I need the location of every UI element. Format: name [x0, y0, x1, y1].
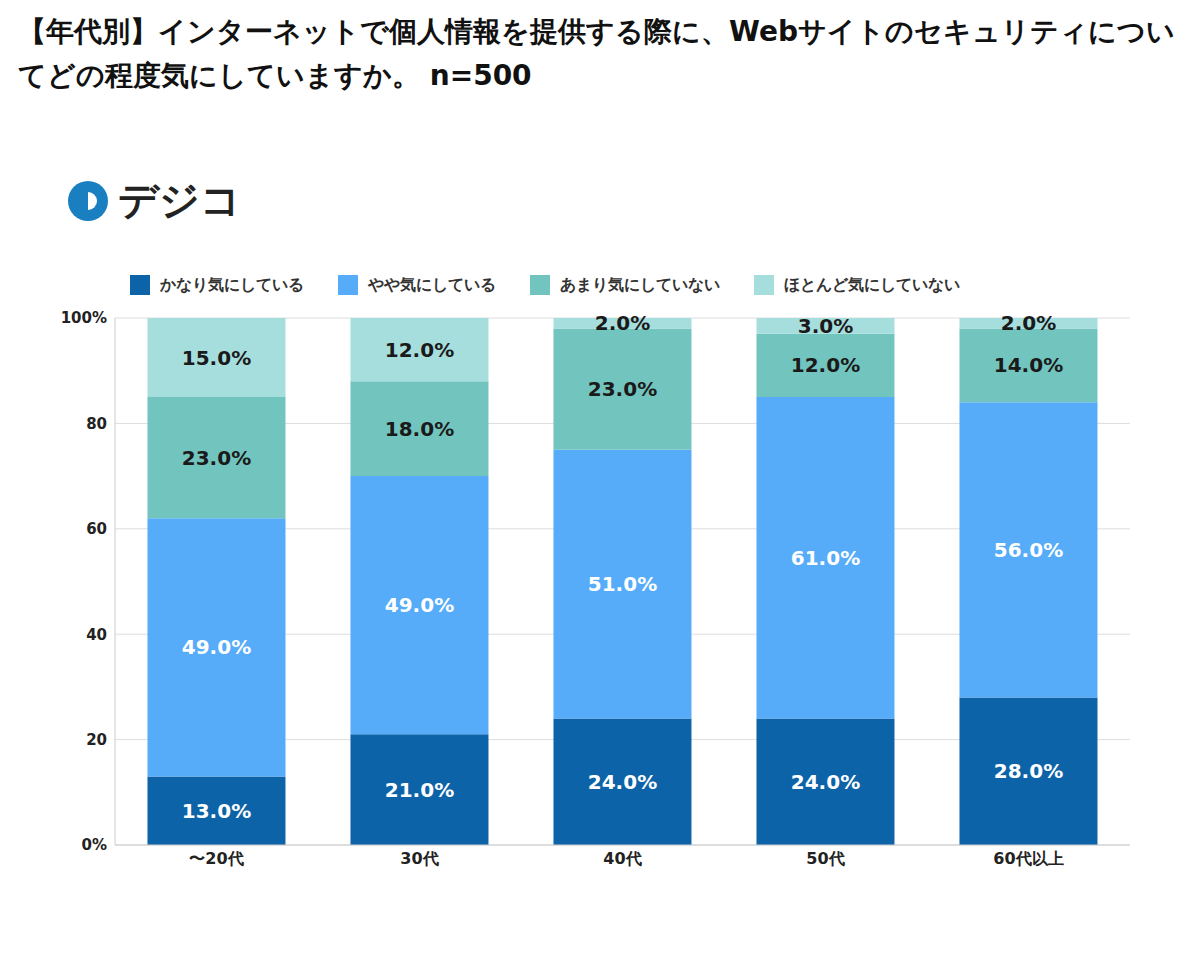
svg-text:〜20代: 〜20代: [189, 849, 243, 868]
html-text:あまり気にしていない: あまり気にしていない: [560, 274, 720, 294]
svg-text:49.0%: 49.0%: [385, 593, 454, 617]
svg-text:21.0%: 21.0%: [385, 778, 454, 802]
svg-text:15.0%: 15.0%: [182, 346, 251, 370]
svg-text:51.0%: 51.0%: [588, 572, 657, 596]
svg-text:40代: 40代: [603, 849, 641, 868]
html-text:デジコ: デジコ: [118, 177, 241, 223]
svg-text:24.0%: 24.0%: [791, 770, 860, 794]
svg-text:23.0%: 23.0%: [588, 377, 657, 401]
svg-text:56.0%: 56.0%: [994, 538, 1063, 562]
svg-text:49.0%: 49.0%: [182, 635, 251, 659]
svg-text:60: 60: [86, 520, 107, 538]
svg-text:23.0%: 23.0%: [182, 446, 251, 470]
html-text:ほとんど気にしていない: ほとんど気にしていない: [784, 274, 960, 294]
svg-text:13.0%: 13.0%: [182, 799, 251, 823]
html-text:【年代別】インターネットで個人情報を提供する際に、Webサイ: 【年代別】インターネットで個人情報を提供する際に、Webサイトのセキュリティにつ…: [18, 15, 1175, 92]
svg-text:0%: 0%: [82, 836, 107, 854]
svg-text:2.0%: 2.0%: [595, 311, 650, 335]
svg-text:80: 80: [86, 415, 107, 433]
svg-text:28.0%: 28.0%: [994, 759, 1063, 783]
svg-text:24.0%: 24.0%: [588, 770, 657, 794]
svg-text:20: 20: [86, 731, 107, 749]
svg-text:3.0%: 3.0%: [798, 314, 853, 338]
svg-text:40: 40: [86, 626, 107, 644]
svg-text:12.0%: 12.0%: [385, 338, 454, 362]
svg-text:12.0%: 12.0%: [791, 353, 860, 377]
html-text:やや気にしている: やや気にしている: [368, 274, 496, 294]
svg-text:61.0%: 61.0%: [791, 546, 860, 570]
svg-text:50代: 50代: [806, 849, 844, 868]
svg-text:30代: 30代: [400, 849, 438, 868]
svg-text:14.0%: 14.0%: [994, 353, 1063, 377]
svg-text:2.0%: 2.0%: [1001, 311, 1056, 335]
html-text:かなり気にしている: かなり気にしている: [160, 274, 304, 294]
svg-text:18.0%: 18.0%: [385, 417, 454, 441]
svg-text:100%: 100%: [61, 309, 107, 327]
svg-text:60代以上: 60代以上: [993, 849, 1063, 868]
